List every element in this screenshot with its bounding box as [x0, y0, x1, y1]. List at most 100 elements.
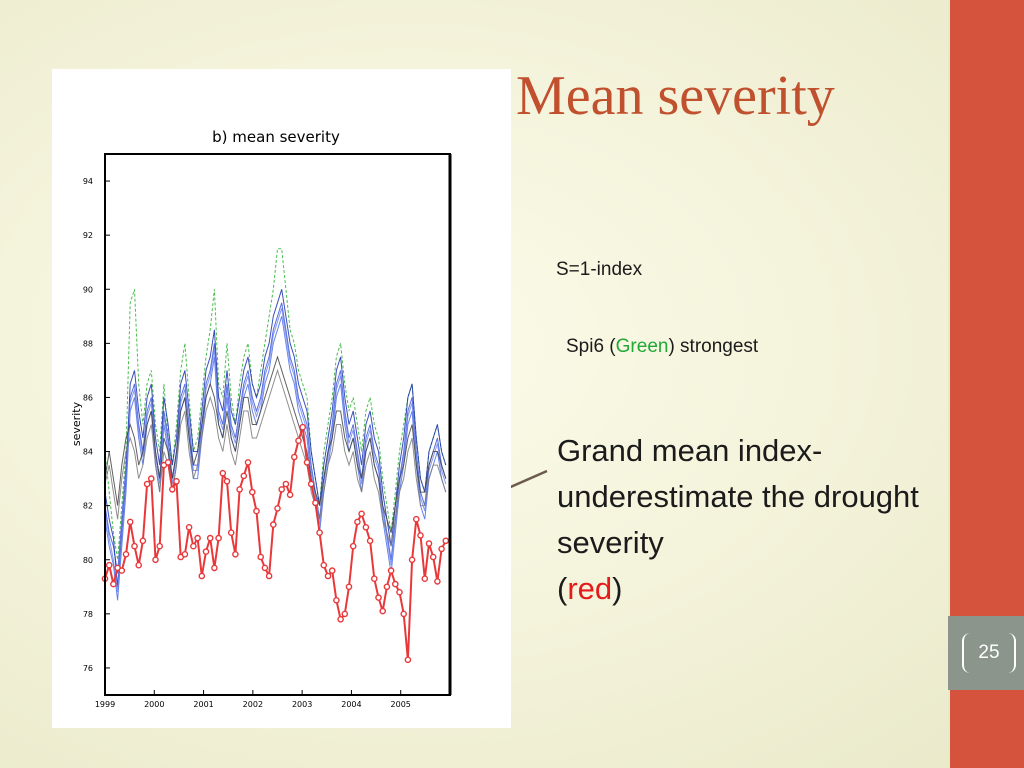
series-point: [328, 567, 336, 574]
slide-title: Mean severity: [516, 65, 835, 127]
y-axis-label: severity: [70, 401, 83, 446]
series-point: [379, 607, 387, 615]
series-point: [290, 453, 298, 461]
x-tick-label: 2002: [243, 700, 263, 709]
series-point: [253, 507, 260, 515]
y-tick-label: 82: [83, 502, 93, 511]
series-point: [429, 553, 437, 561]
x-tick-label: 1999: [95, 700, 115, 709]
y-tick-label: 90: [83, 285, 93, 294]
series-point: [404, 656, 412, 664]
note-red-word: red: [567, 571, 613, 606]
series-point: [295, 437, 302, 445]
series-point: [215, 534, 222, 542]
series-point: [185, 523, 193, 531]
y-tick-label: 84: [83, 448, 93, 457]
series-point: [400, 610, 408, 618]
series-point: [421, 575, 429, 583]
side-bar-edge: [948, 0, 950, 768]
chart-title: b) mean severity: [212, 128, 340, 146]
series-point: [139, 537, 147, 545]
series-point: [345, 583, 353, 591]
series-point: [181, 550, 189, 558]
series-point: [244, 459, 252, 466]
series-point: [190, 542, 197, 550]
series-point: [303, 459, 311, 466]
series-point: [122, 550, 130, 558]
series-point: [349, 542, 357, 550]
series-point: [312, 499, 319, 507]
series-point: [248, 488, 256, 496]
note-open-paren: (: [557, 571, 568, 606]
series-point: [152, 556, 159, 564]
series-point: [135, 561, 142, 569]
severity-chart: b) mean severity severity 76 78 80 82 84 86 88…: [70, 128, 452, 709]
y-tick-label: 92: [83, 231, 93, 240]
series-point: [354, 518, 361, 526]
series-line: [104, 355, 447, 533]
series-point: [223, 477, 231, 485]
series-point: [324, 572, 332, 580]
x-tick-label: 2001: [193, 700, 213, 709]
series-point: [408, 556, 416, 564]
series-point: [131, 542, 138, 550]
series-point: [118, 567, 126, 574]
x-tick-label: 2004: [341, 700, 361, 709]
note-strongest-prefix: Spi6 (: [566, 336, 616, 357]
series-point: [366, 537, 374, 545]
series-point: [299, 423, 306, 431]
page-number-box: [948, 616, 1024, 690]
series-point: [337, 616, 344, 623]
page-number: 25: [962, 633, 1016, 673]
series-point: [282, 480, 290, 488]
note-strongest: Spi6 (Green) strongest: [566, 336, 758, 358]
series-point: [240, 472, 248, 480]
series-line: [104, 289, 447, 587]
series-point: [211, 564, 218, 572]
series-point: [320, 561, 328, 569]
series-point: [143, 480, 151, 488]
axis-layer: 76 78 80 82 84 86 88 90 92 94 1999 2000 2001 2002 2003…: [83, 177, 411, 709]
series-point: [391, 580, 399, 588]
series-point: [438, 545, 445, 553]
series-line: [104, 368, 447, 547]
series-point: [333, 597, 340, 604]
series-point: [412, 515, 420, 523]
y-tick-label: 76: [83, 664, 93, 673]
series-point: [383, 583, 391, 591]
series-point: [126, 518, 134, 526]
series-point: [110, 580, 117, 588]
series-point: [202, 548, 210, 555]
series-point: [370, 575, 378, 583]
chart-panel: b) mean severity severity 76 78 80 82 84 86 88…: [52, 69, 511, 728]
series-point: [169, 486, 176, 493]
y-tick-label: 94: [83, 177, 93, 186]
series-point: [396, 588, 403, 596]
series-point: [265, 572, 273, 580]
series-point: [257, 553, 264, 561]
series-point: [362, 523, 370, 531]
series-point: [341, 610, 349, 618]
plot-frame: [104, 153, 451, 696]
series-point: [358, 510, 365, 518]
series-point: [434, 578, 441, 585]
series-layer: [101, 248, 450, 664]
series-point: [274, 505, 281, 512]
series-point: [417, 532, 424, 539]
series-point: [148, 475, 155, 482]
series-point: [227, 529, 235, 537]
series-point: [387, 567, 395, 574]
x-tick-label: 2005: [391, 700, 411, 709]
series-point: [156, 542, 163, 550]
note-close-paren: ): [612, 571, 623, 606]
series-point: [261, 564, 269, 572]
series-point: [375, 594, 382, 601]
y-tick-label: 78: [83, 610, 93, 619]
y-tick-label: 86: [83, 393, 93, 402]
series-point: [164, 459, 172, 466]
series-point: [198, 572, 206, 580]
note-grand-mean-text: Grand mean index- underestimate the drou…: [557, 433, 919, 560]
series-point: [173, 477, 180, 485]
series-line: [104, 426, 447, 660]
note-green-word: Green: [615, 336, 669, 357]
